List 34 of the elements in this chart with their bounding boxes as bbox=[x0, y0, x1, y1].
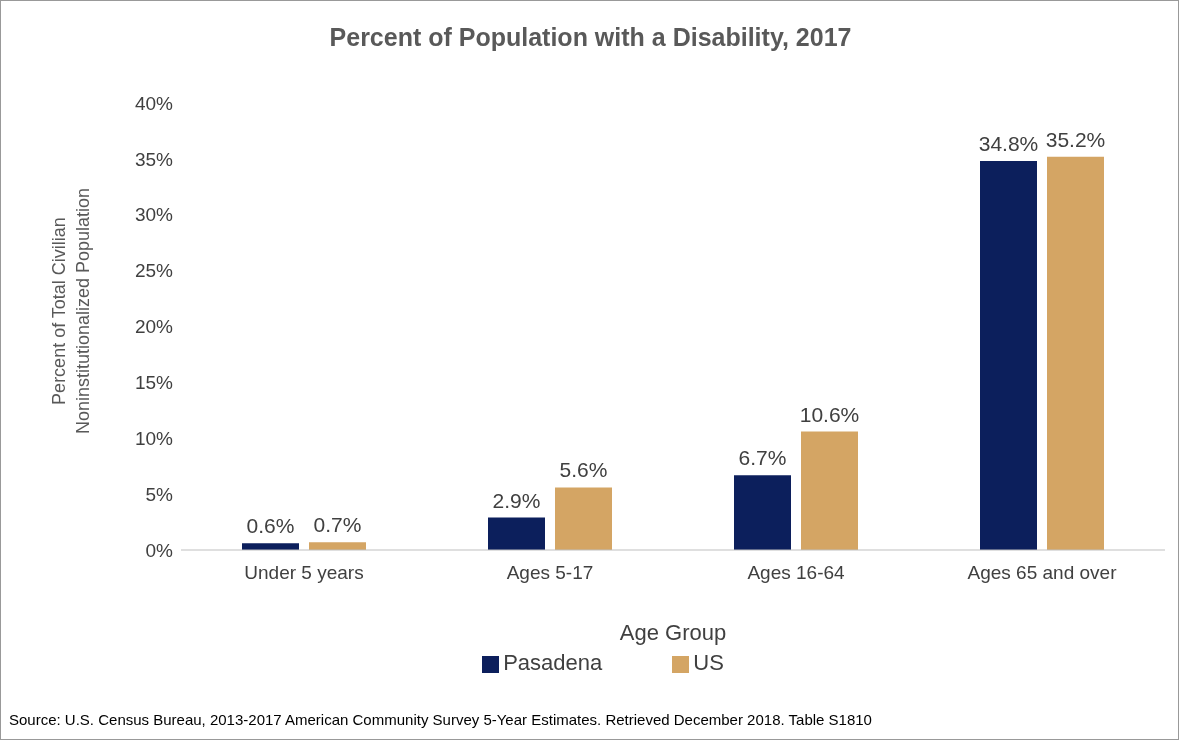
y-tick-label: 0% bbox=[145, 539, 174, 561]
data-label: 34.8% bbox=[978, 132, 1039, 156]
x-tick-label: Ages 5-17 bbox=[506, 562, 594, 584]
data-label: 6.7% bbox=[738, 446, 787, 470]
y-tick-label: 30% bbox=[134, 204, 174, 226]
y-axis-title: Percent of Total Civilian Noninstitutionalized Population bbox=[48, 186, 94, 437]
data-label: 5.6% bbox=[559, 458, 608, 482]
y-tick-label: 5% bbox=[145, 483, 174, 505]
y-tick-label: 20% bbox=[134, 316, 174, 338]
legend-label: US bbox=[693, 650, 724, 675]
bar bbox=[734, 475, 791, 550]
y-tick-label: 15% bbox=[134, 372, 174, 394]
y-tick-label: 25% bbox=[134, 260, 174, 282]
data-label: 10.6% bbox=[799, 402, 860, 426]
bar bbox=[555, 487, 612, 550]
x-tick-label: Ages 65 and over bbox=[967, 562, 1118, 584]
data-label: 0.7% bbox=[313, 513, 362, 537]
data-label: 2.9% bbox=[492, 488, 541, 512]
data-label: 0.6% bbox=[246, 514, 295, 538]
y-tick-label: 40% bbox=[134, 92, 174, 114]
data-label: 35.2% bbox=[1045, 127, 1106, 151]
y-tick-label: 35% bbox=[134, 148, 174, 170]
y-tick-label: 10% bbox=[134, 427, 174, 449]
legend-label: Pasadena bbox=[503, 650, 603, 675]
bar bbox=[801, 431, 858, 550]
bar bbox=[1047, 156, 1104, 550]
bar bbox=[980, 161, 1037, 550]
source-note: Source: U.S. Census Bureau, 2013-2017 American Community Survey 5-Year Estimates. Retrieved December 2018. Table S1810 bbox=[9, 711, 872, 728]
bar bbox=[242, 543, 299, 550]
chart-title: Percent of Population with a Disability, 2017 bbox=[328, 23, 853, 52]
bar bbox=[488, 517, 545, 550]
x-axis-title: Age Group bbox=[619, 620, 727, 645]
x-tick-label: Under 5 years bbox=[244, 562, 364, 584]
x-tick-label: Ages 16-64 bbox=[747, 562, 846, 584]
